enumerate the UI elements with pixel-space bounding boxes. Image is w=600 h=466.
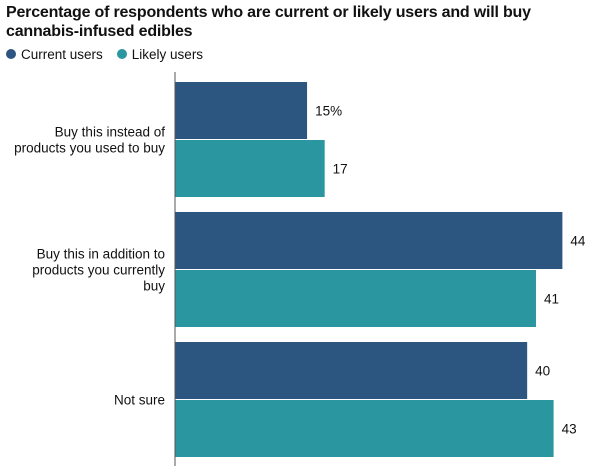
legend-swatch-current-users xyxy=(6,49,16,59)
legend-label-current-users: Current users xyxy=(21,46,103,62)
category-label-buy-this-instead-of-products-you-used-to-buy: Buy this instead of products you used to … xyxy=(14,125,165,156)
bar-likely-users-buy-this-instead-of-products-you-used-to-buy xyxy=(175,140,325,197)
data-label-current-users-buy-this-instead-of-products-you-used-to-buy: 15% xyxy=(315,104,342,119)
bar-current-users-not-sure xyxy=(175,342,528,399)
data-label-likely-users-buy-this-in-addition-to-products-you-currently-buy: 41 xyxy=(544,292,559,307)
category-label-line: products you used to buy xyxy=(14,141,165,156)
legend-label-likely-users: Likely users xyxy=(131,46,204,62)
legend-item-likely-users: Likely users xyxy=(116,46,204,62)
category-label-buy-this-in-addition-to-products-you-currently-buy: Buy this in addition to products you curr… xyxy=(32,247,165,294)
data-label-likely-users-not-sure: 43 xyxy=(562,422,577,437)
category-label-line: Buy this instead of xyxy=(55,125,166,140)
bar-current-users-buy-this-instead-of-products-you-used-to-buy xyxy=(175,82,308,139)
legend-swatch-likely-users xyxy=(116,49,127,59)
category-label-line: products you currently xyxy=(32,263,165,278)
category-label-line: Buy this in addition to xyxy=(37,247,165,262)
category-label-not-sure: Not sure xyxy=(114,393,165,408)
category-label-line: buy xyxy=(143,279,165,294)
legend: Current users Likely users xyxy=(6,45,217,63)
bar-likely-users-buy-this-in-addition-to-products-you-currently-buy xyxy=(175,270,536,327)
bar-current-users-buy-this-in-addition-to-products-you-currently-buy xyxy=(175,212,563,269)
legend-item-current-users: Current users xyxy=(6,47,103,62)
data-label-likely-users-buy-this-instead-of-products-you-used-to-buy: 17 xyxy=(333,162,348,177)
category-label-line: Not sure xyxy=(114,393,165,408)
data-label-current-users-buy-this-in-addition-to-products-you-currently-buy: 44 xyxy=(570,234,586,249)
bar-likely-users-not-sure xyxy=(175,400,554,457)
data-label-current-users-not-sure: 40 xyxy=(535,364,550,379)
chart-title: Percentage of respondents who are curren… xyxy=(6,4,531,40)
